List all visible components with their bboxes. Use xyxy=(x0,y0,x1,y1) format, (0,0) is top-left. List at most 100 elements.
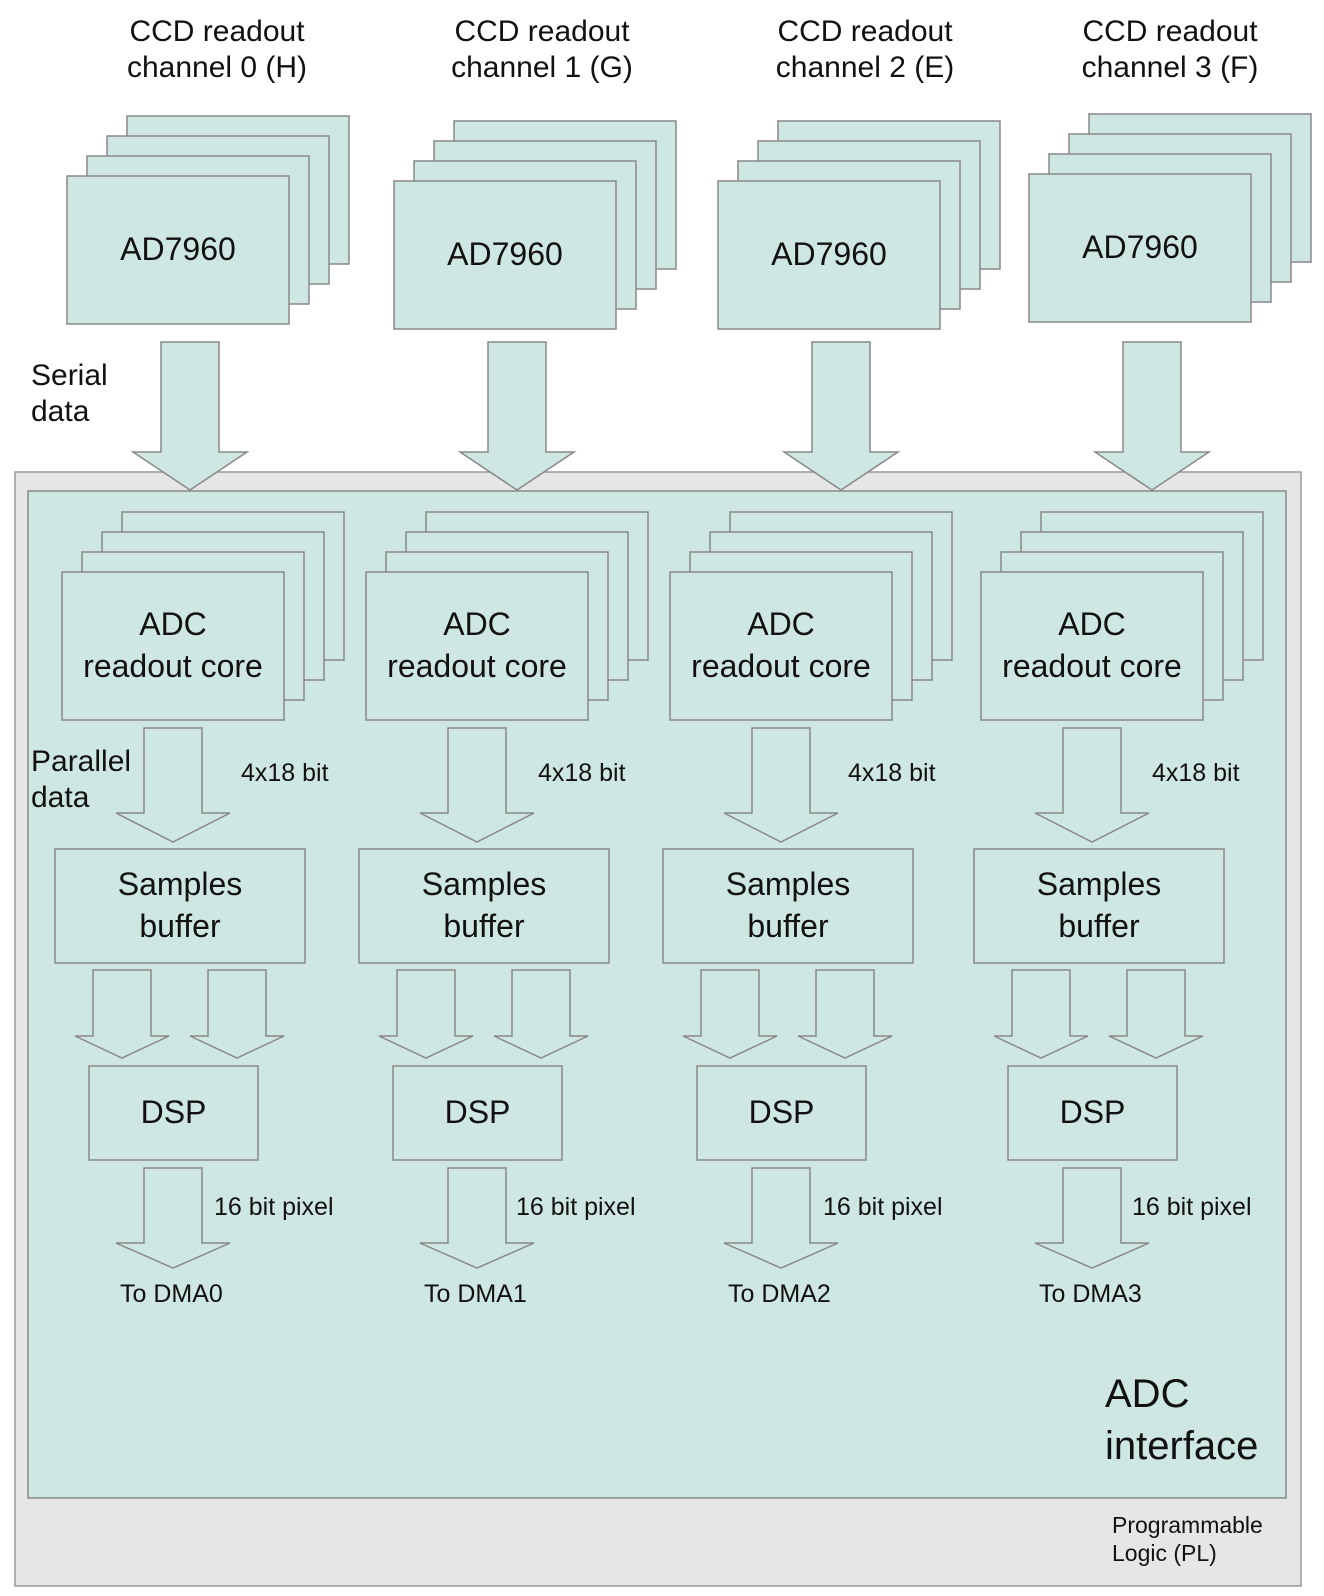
serial-data-arrow xyxy=(1092,341,1212,491)
adc-interface-label-line2: interface xyxy=(1105,1424,1259,1468)
buffer-to-dsp-arrow xyxy=(493,969,589,1059)
dma-destination-label: To DMA1 xyxy=(424,1280,527,1308)
channel-title-line2: channel 3 (F) xyxy=(1081,51,1259,84)
pixel-output-arrow xyxy=(723,1167,839,1269)
parallel-data-label-line1: Parallel xyxy=(31,745,132,778)
readout-core-line2: readout core xyxy=(691,648,871,684)
dsp-box xyxy=(1007,1065,1178,1161)
serial-data-arrow xyxy=(781,341,901,491)
channel-title: CCD readout channel 3 (F) xyxy=(1040,14,1300,86)
adc-chip-box xyxy=(66,175,290,325)
dsp-label: DSP xyxy=(444,1094,511,1131)
dsp-box xyxy=(88,1065,259,1161)
readout-core-label: ADC readout core xyxy=(670,572,892,720)
readout-core-box xyxy=(365,571,589,721)
dma-destination-label: To DMA2 xyxy=(728,1280,831,1308)
samples-buffer-label: Samples buffer xyxy=(55,849,305,963)
parallel-data-arrow xyxy=(723,727,839,843)
serial-data-label-line1: Serial xyxy=(31,359,108,392)
channel-title-line2: channel 0 (H) xyxy=(126,51,308,84)
programmable-logic-label-line1: Programmable xyxy=(1112,1512,1263,1538)
parallel-width-label: 4x18 bit xyxy=(1152,759,1240,787)
pixel-width-label: 16 bit pixel xyxy=(1132,1193,1252,1221)
samples-buffer-line2: buffer xyxy=(443,908,525,944)
samples-buffer-box xyxy=(973,848,1225,964)
buffer-to-dsp-arrow xyxy=(682,969,778,1059)
readout-core-line2: readout core xyxy=(387,648,567,684)
buffer-to-dsp-arrow xyxy=(378,969,474,1059)
buffer-to-dsp-arrow xyxy=(797,969,893,1059)
dma-destination-label: To DMA3 xyxy=(1039,1280,1142,1308)
channel-title-line1: CCD readout xyxy=(129,15,305,48)
pixel-width-label: 16 bit pixel xyxy=(214,1193,334,1221)
pixel-output-arrow xyxy=(419,1167,535,1269)
samples-buffer-label: Samples buffer xyxy=(359,849,609,963)
parallel-data-label-line2: data xyxy=(31,781,90,814)
dma-destination-label: To DMA0 xyxy=(120,1280,223,1308)
serial-data-label: Serial data xyxy=(31,358,108,430)
adc-interface-label-line1: ADC xyxy=(1105,1372,1190,1416)
pixel-output-arrow xyxy=(1034,1167,1150,1269)
readout-core-box xyxy=(669,571,893,721)
adc-chip-label: AD7960 xyxy=(120,231,236,268)
channel-title-line2: channel 2 (E) xyxy=(775,51,955,84)
readout-core-box xyxy=(61,571,285,721)
pixel-output-arrow xyxy=(115,1167,231,1269)
serial-data-label-line2: data xyxy=(31,395,90,428)
samples-buffer-line1: Samples xyxy=(421,866,547,903)
parallel-data-arrow xyxy=(1034,727,1150,843)
adc-chip-label: AD7960 xyxy=(771,236,887,273)
channel-title: CCD readout channel 1 (G) xyxy=(412,14,672,86)
buffer-to-dsp-arrow xyxy=(189,969,285,1059)
channel-title-line1: CCD readout xyxy=(777,15,953,48)
channel-title-line1: CCD readout xyxy=(454,15,630,48)
channel-title: CCD readout channel 0 (H) xyxy=(87,14,347,86)
adc-chip-box xyxy=(393,180,617,330)
readout-core-line1: ADC xyxy=(443,606,511,643)
dsp-label: DSP xyxy=(1059,1094,1126,1131)
samples-buffer-box xyxy=(662,848,914,964)
adc-chip-label: AD7960 xyxy=(447,236,563,273)
channel-title-line2: channel 1 (G) xyxy=(451,51,633,84)
parallel-data-arrow xyxy=(419,727,535,843)
channel-title-line1: CCD readout xyxy=(1082,15,1258,48)
samples-buffer-line2: buffer xyxy=(747,908,829,944)
samples-buffer-line2: buffer xyxy=(1058,908,1140,944)
buffer-to-dsp-arrow xyxy=(993,969,1089,1059)
adc-chip-label: AD7960 xyxy=(1082,229,1198,266)
pixel-width-label: 16 bit pixel xyxy=(516,1193,636,1221)
readout-core-label: ADC readout core xyxy=(981,572,1203,720)
readout-core-line2: readout core xyxy=(83,648,263,684)
diagram-shapes xyxy=(54,113,1312,1269)
dsp-label: DSP xyxy=(748,1094,815,1131)
readout-core-label: ADC readout core xyxy=(62,572,284,720)
readout-core-line2: readout core xyxy=(1002,648,1182,684)
readout-core-line1: ADC xyxy=(139,606,207,643)
adc-interface-label: ADC interface xyxy=(1105,1368,1258,1472)
buffer-to-dsp-arrow xyxy=(1108,969,1204,1059)
dsp-box xyxy=(392,1065,563,1161)
dsp-label: DSP xyxy=(140,1094,207,1131)
parallel-width-label: 4x18 bit xyxy=(848,759,936,787)
samples-buffer-label: Samples buffer xyxy=(974,849,1224,963)
dsp-box xyxy=(696,1065,867,1161)
samples-buffer-line1: Samples xyxy=(117,866,243,903)
samples-buffer-label: Samples buffer xyxy=(663,849,913,963)
samples-buffer-box xyxy=(54,848,306,964)
programmable-logic-label: Programmable Logic (PL) xyxy=(1112,1512,1263,1567)
channel-title: CCD readout channel 2 (E) xyxy=(735,14,995,86)
readout-core-label: ADC readout core xyxy=(366,572,588,720)
pixel-width-label: 16 bit pixel xyxy=(823,1193,943,1221)
parallel-data-label: Parallel data xyxy=(31,744,131,816)
parallel-width-label: 4x18 bit xyxy=(538,759,626,787)
readout-core-line1: ADC xyxy=(1058,606,1126,643)
samples-buffer-line1: Samples xyxy=(1036,866,1162,903)
serial-data-arrow xyxy=(130,341,250,491)
serial-data-arrow xyxy=(457,341,577,491)
samples-buffer-line1: Samples xyxy=(725,866,851,903)
buffer-to-dsp-arrow xyxy=(74,969,170,1059)
samples-buffer-box xyxy=(358,848,610,964)
adc-chip-box xyxy=(1028,173,1252,323)
programmable-logic-label-line2: Logic (PL) xyxy=(1112,1539,1217,1566)
